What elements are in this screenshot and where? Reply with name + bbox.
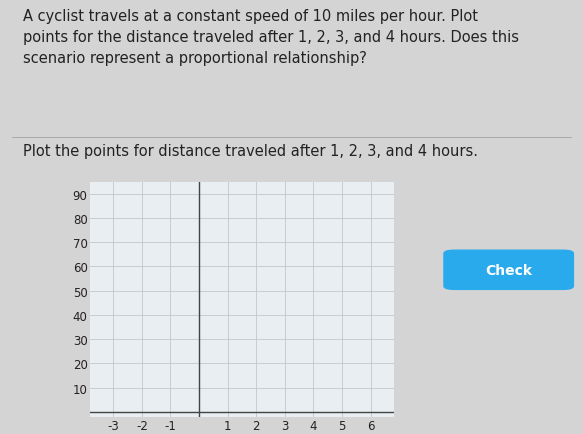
FancyBboxPatch shape: [444, 250, 573, 290]
Text: Check: Check: [485, 263, 532, 277]
Text: Plot the points for distance traveled after 1, 2, 3, and 4 hours.: Plot the points for distance traveled af…: [23, 144, 478, 159]
Text: A cyclist travels at a constant speed of 10 miles per hour. Plot
points for the : A cyclist travels at a constant speed of…: [23, 9, 519, 66]
